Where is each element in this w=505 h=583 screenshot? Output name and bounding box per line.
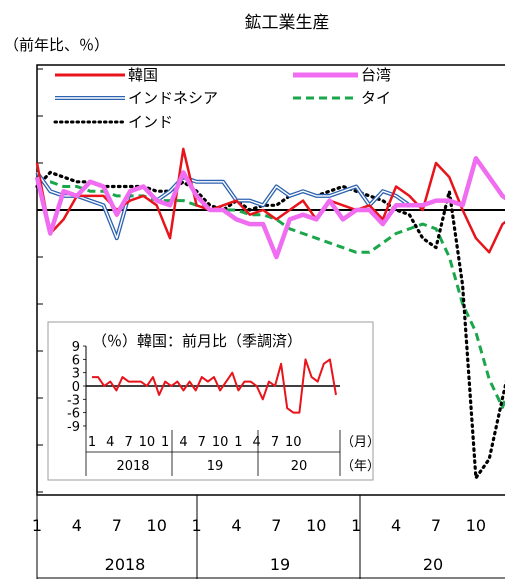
inset-series-group — [92, 358, 337, 414]
x-tick-label: 10 — [466, 516, 486, 535]
year-label-20: 20 — [423, 555, 443, 574]
main-plot-frame — [36, 64, 505, 496]
legend-label-india: インド — [128, 113, 173, 131]
x-tick-label: 7 — [271, 516, 281, 535]
inset-x-tick-label: 4 — [253, 435, 261, 450]
inset-x-tick-label: 10 — [285, 435, 302, 450]
x-axis: 1 4 7 10 1 4 7 10 1 4 7 10 2018 19 20 （月） （年） — [32, 495, 505, 579]
legend-label-indonesia: インドネシア — [128, 89, 218, 107]
x-tick-label: 10 — [306, 516, 326, 535]
inset-x-tick-label: 10 — [139, 435, 156, 450]
y-axis-label: （前年比、％） — [4, 36, 109, 54]
inset-x-tick-labels: 1 4 7 10 1 4 7 10 1 4 7 10 — [88, 435, 302, 450]
year-label-19: 19 — [270, 555, 290, 574]
chart-title: 鉱工業生産 — [245, 13, 330, 33]
inset-year-20: 20 — [291, 459, 308, 474]
inset-x-tick-label: 4 — [106, 435, 114, 450]
inset-x-tick-label: 7 — [124, 435, 132, 450]
inset-x-unit-year: （年） — [341, 459, 380, 474]
inset-x-tick-label: 4 — [179, 435, 187, 450]
x-tick-label: 10 — [147, 516, 167, 535]
inset-y-tick-label: 6 — [72, 353, 80, 368]
x-tick-label: 1 — [351, 516, 361, 535]
x-tick-label: 7 — [431, 516, 441, 535]
inset-series-line-korea — [92, 358, 337, 414]
x-tick-label: 4 — [231, 516, 241, 535]
inset-year-2018: 2018 — [116, 459, 149, 474]
inset-x-tick-label: 1 — [88, 435, 96, 450]
main-series-group — [34, 147, 505, 480]
inset-y-tick-label: -9 — [67, 420, 80, 435]
series-line-taiwan — [34, 156, 505, 260]
inset-title: （％）韓国：前月比（季調済） — [92, 332, 302, 350]
inset-x-tick-label: 1 — [234, 435, 242, 450]
inset-y-tick-label: -6 — [67, 407, 80, 422]
inset-x-tick-label: 7 — [198, 435, 206, 450]
series-line-korea — [35, 147, 505, 254]
x-tick-label: 4 — [391, 516, 401, 535]
inset-y-tick-label: -3 — [67, 393, 80, 408]
legend-label-korea: 韓国 — [128, 66, 158, 84]
inset-x-unit-month: （月） — [341, 435, 380, 450]
legend-label-thailand: タイ — [361, 89, 391, 107]
x-tick-label: 7 — [112, 516, 122, 535]
x-unit-year: （年） — [495, 556, 505, 574]
inset-y-tick-label: 3 — [72, 367, 80, 382]
x-tick-labels: 1 4 7 10 1 4 7 10 1 4 7 10 — [32, 516, 486, 535]
x-unit-month: （月） — [495, 521, 505, 539]
inset-y-tick-label: 0 — [72, 380, 80, 395]
inset-x-tick-label: 1 — [161, 435, 169, 450]
inset-year-19: 19 — [207, 459, 224, 474]
x-tick-label: 1 — [32, 516, 42, 535]
inset-x-tick-label: 10 — [212, 435, 229, 450]
inset-y-tick-label: 9 — [72, 340, 80, 355]
x-tick-label: 1 — [192, 516, 202, 535]
year-label-2018: 2018 — [105, 555, 146, 574]
inset-frame — [47, 321, 374, 481]
y-axis-ticks — [37, 68, 43, 493]
legend-label-taiwan: 台湾 — [361, 66, 391, 84]
inset-x-tick-label: 7 — [271, 435, 279, 450]
series-line-indonesia-inner — [36, 171, 423, 239]
x-tick-label: 4 — [72, 516, 82, 535]
legend: 韓国 台湾 インドネシア タイ インド — [53, 66, 391, 131]
